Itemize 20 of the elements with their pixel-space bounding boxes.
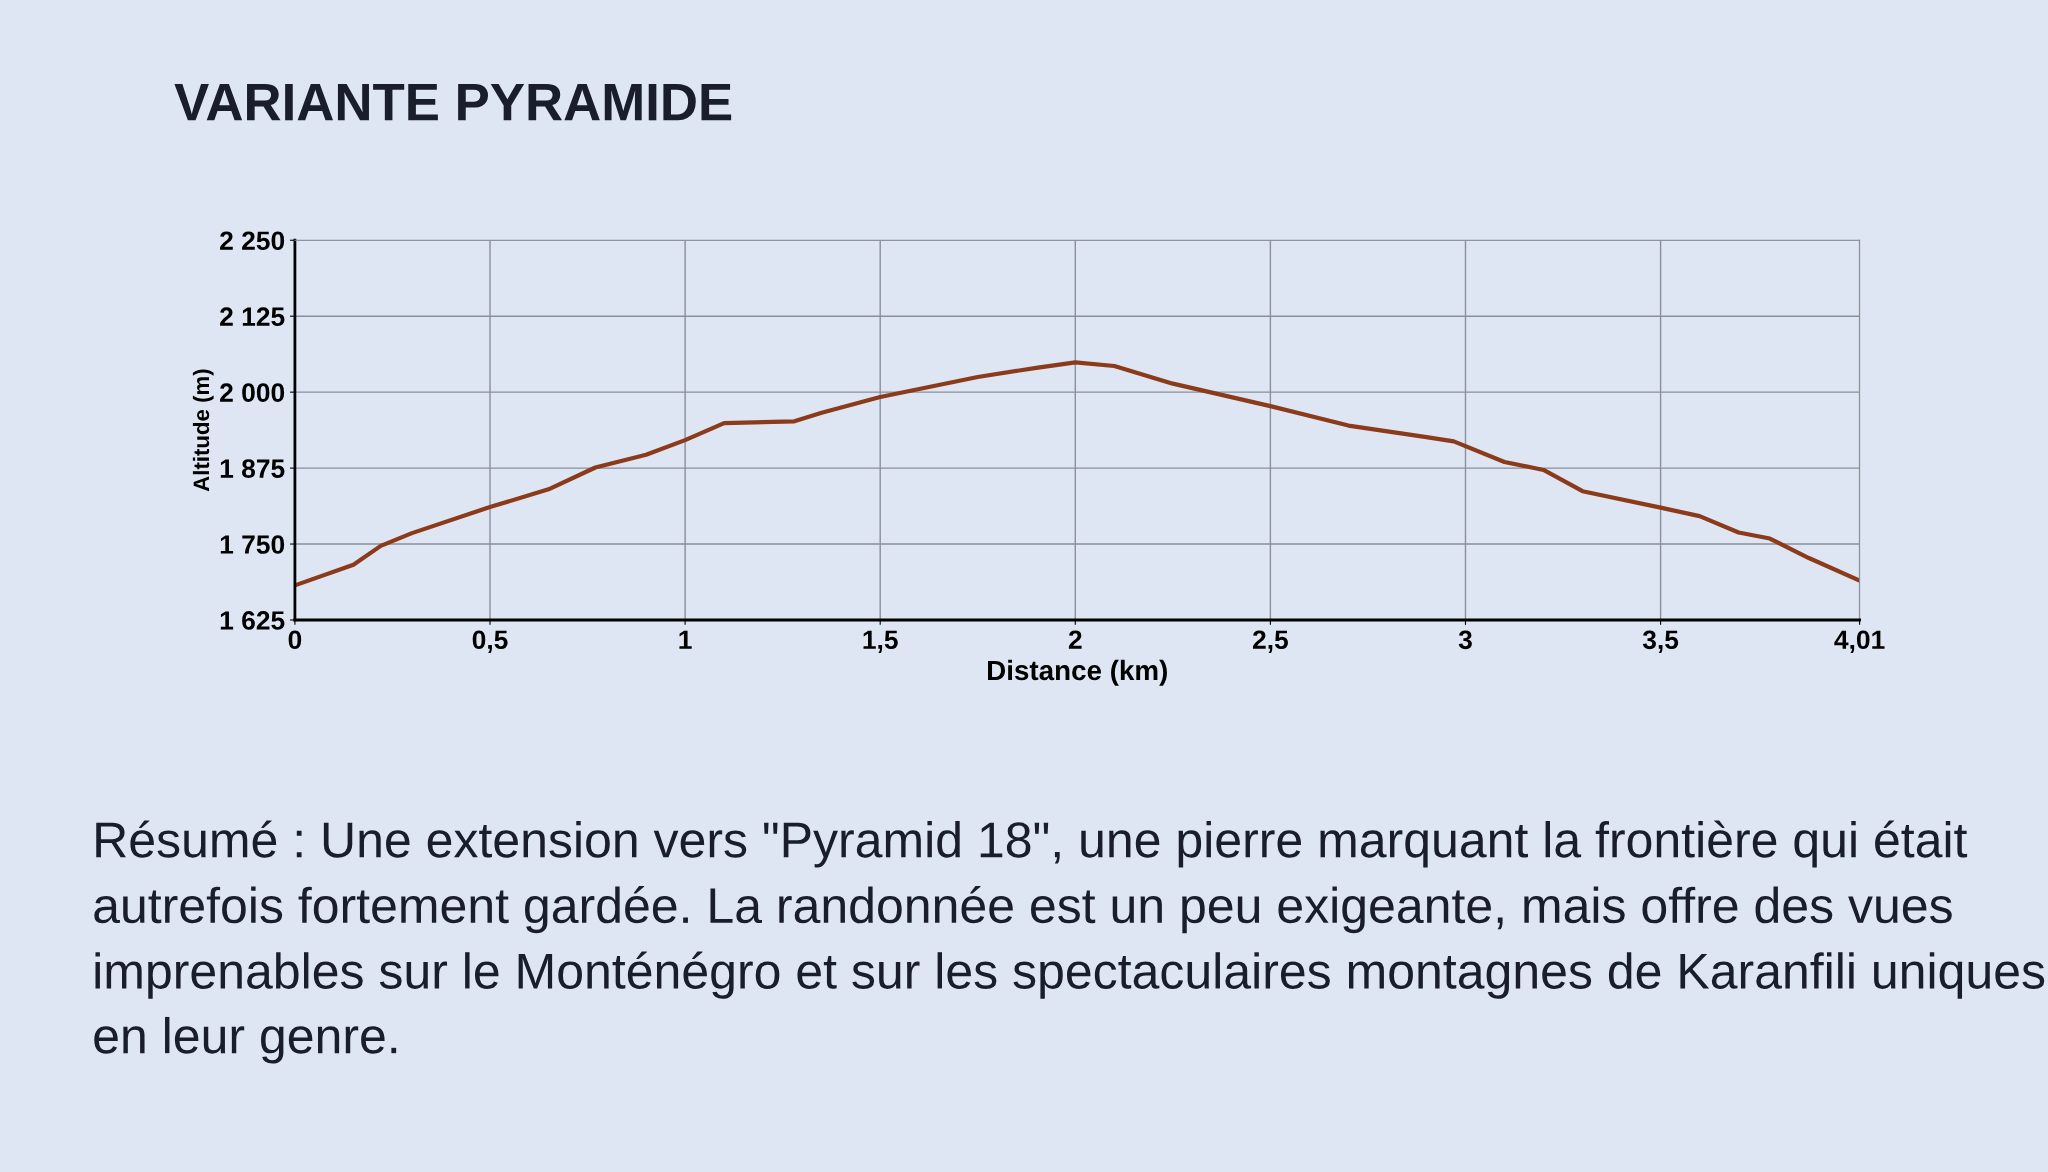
x-tick-label: 3,5 bbox=[1642, 630, 1679, 653]
x-tick-label: 4,01 bbox=[1834, 630, 1885, 653]
x-tick-label: 0 bbox=[288, 630, 302, 650]
y-tick-label: 2 125 bbox=[220, 307, 285, 327]
line-series bbox=[294, 360, 1860, 588]
x-tick-label: 1,5 bbox=[863, 630, 898, 653]
x-tick-label: 2,5 bbox=[1252, 630, 1288, 653]
x-tick-label: 3 bbox=[1458, 630, 1472, 650]
text: Résumé : Une extension vers "Pyramid 18", une pierre marquant la frontière qui était autrefois fortement gardée. La randonnée est un peu exigeante, mais offre des vues imprenables sur le Monténégro et sur les spectaculaires montagnes de Karanfili uniques en leur genre. bbox=[94, 820, 2045, 1064]
y-axis-title: Altitude (m) bbox=[192, 369, 214, 492]
chart-title: VARIANTE PYRAMIDE bbox=[174, 83, 732, 121]
y-tick-label: 2 250 bbox=[220, 231, 285, 251]
y-tick-label: 1 750 bbox=[220, 535, 285, 554]
x-axis-title: Distance (km) bbox=[988, 659, 1167, 686]
y-tick-label: 1 625 bbox=[220, 611, 285, 630]
y-tick-label: 2 000 bbox=[220, 383, 285, 402]
x-tick-label: 1 bbox=[679, 630, 692, 649]
x-tick-label: 0,5 bbox=[472, 630, 508, 653]
x-tick-label: 2 bbox=[1068, 630, 1082, 649]
y-tick-label: 1 875 bbox=[220, 459, 285, 478]
